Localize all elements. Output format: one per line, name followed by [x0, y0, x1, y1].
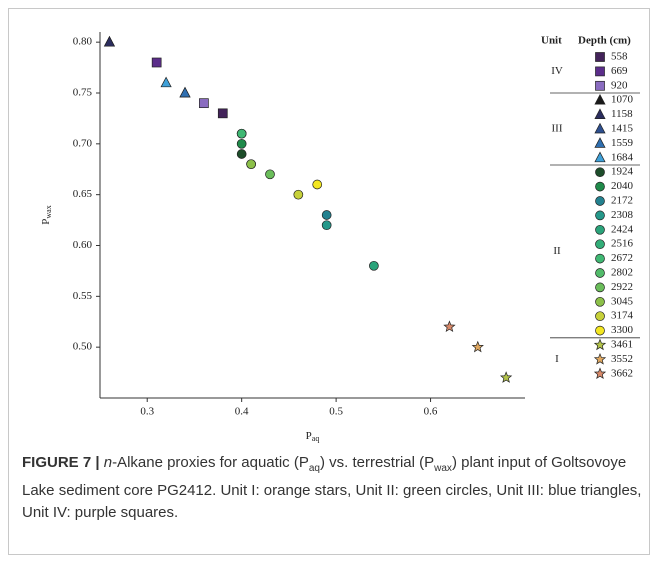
caption-part: aq: [308, 463, 320, 474]
legend-label: 2424: [611, 223, 634, 235]
x-tick-label: 0.4: [235, 406, 249, 418]
legend-marker: [595, 66, 605, 77]
data-point: [265, 169, 275, 180]
data-point: [236, 149, 247, 159]
legend-marker: [595, 325, 605, 336]
x-tick-label: 0.3: [140, 406, 154, 418]
y-tick-label: 0.55: [73, 290, 93, 302]
legend-marker: [595, 311, 605, 322]
legend-label: 558: [611, 51, 628, 63]
caption-part: -Alkane proxies for aquatic (P: [112, 454, 309, 471]
data-point: [369, 260, 379, 271]
data-point: [293, 189, 304, 200]
data-point: [499, 371, 513, 383]
data-point: [312, 179, 323, 190]
legend-marker: [595, 167, 605, 178]
legend-label: 2172: [611, 195, 633, 207]
data-point: [179, 86, 191, 98]
legend-marker: [593, 352, 607, 365]
legend-marker: [593, 367, 607, 380]
legend-label: 2672: [611, 252, 633, 264]
y-axis-label-text: P: [40, 219, 52, 225]
data-point: [321, 220, 332, 231]
data-point: [217, 108, 228, 119]
legend-marker: [595, 253, 605, 264]
legend-label: 2516: [611, 238, 634, 250]
legend-marker: [594, 108, 606, 119]
legend-label: 1559: [611, 137, 634, 149]
caption: FIGURE 7 | n-Alkane proxies for aquatic …: [22, 452, 644, 524]
legend-marker: [595, 282, 605, 293]
legend-label: 2308: [611, 209, 634, 221]
caption-part: ) plant input of Goltsovoye Lake sedimen…: [22, 454, 642, 521]
legend-label: 2922: [611, 281, 633, 293]
x-axis-label-subscript: aq: [312, 434, 320, 443]
legend-marker: [593, 338, 607, 351]
legend-label: 3045: [611, 295, 634, 307]
data-point: [103, 35, 116, 47]
legend-unit: III: [552, 123, 563, 135]
data-point: [246, 159, 256, 170]
legend-marker: [595, 224, 605, 235]
legend-label: 3174: [611, 310, 634, 322]
legend-label: 3662: [611, 367, 633, 379]
x-tick-label: 0.5: [329, 406, 343, 418]
legend-marker: [595, 239, 605, 250]
x-axis-label-text: P: [306, 430, 312, 442]
legend-marker: [595, 296, 605, 307]
caption-part: ) vs. terrestrial (P: [319, 454, 435, 471]
legend-label: 3461: [611, 339, 633, 351]
data-point: [321, 210, 332, 220]
legend-marker: [595, 196, 605, 206]
y-tick-label: 0.65: [73, 188, 93, 200]
legend-label: 1924: [611, 166, 634, 178]
y-tick-label: 0.60: [73, 239, 93, 251]
legend-unit-header: Unit: [541, 35, 562, 47]
data-point: [199, 98, 209, 109]
caption-part: wax: [434, 463, 452, 474]
y-tick-label: 0.75: [73, 87, 93, 99]
legend-marker: [595, 52, 605, 62]
legend-marker: [595, 80, 605, 91]
legend-label: 3300: [611, 324, 634, 336]
legend-marker: [595, 181, 605, 192]
legend-marker: [595, 268, 605, 278]
legend-depth-header: Depth (cm): [578, 35, 631, 47]
data-point: [236, 138, 247, 149]
legend-marker: [594, 93, 606, 105]
data-point: [151, 57, 162, 68]
legend-label: 1070: [611, 94, 634, 106]
x-axis-label: Paq: [306, 430, 320, 443]
data-point: [443, 320, 456, 333]
legend-marker: [595, 210, 605, 221]
legend-label: 2040: [611, 180, 634, 192]
y-tick-label: 0.50: [73, 341, 93, 353]
x-tick-label: 0.6: [424, 406, 438, 418]
data-point: [160, 76, 172, 88]
legend-label: 669: [611, 65, 628, 77]
legend-unit: I: [555, 353, 559, 365]
y-tick-label: 0.70: [73, 137, 93, 149]
chart: 0.3 0.4 0.5 0.6 0.50 0.55 0.60 0.65 0.70 0.75 0.80…: [40, 32, 640, 443]
legend-marker: [594, 122, 606, 134]
legend-label: 920: [611, 79, 628, 91]
legend-unit: IV: [551, 65, 563, 77]
y-tick-label: 0.80: [73, 36, 93, 48]
data-point: [471, 340, 484, 353]
caption-part: FIGURE 7 |: [22, 454, 104, 471]
caption-part: n: [103, 454, 113, 471]
y-axis-label-subscript: wax: [44, 205, 53, 218]
legend-marker: [594, 137, 606, 148]
legend-label: 3552: [611, 353, 633, 365]
data-point: [236, 128, 247, 139]
legend-label: 1684: [611, 151, 634, 163]
legend-label: 1415: [611, 123, 634, 135]
y-axis-label: Pwax: [40, 205, 53, 224]
legend-label: 1158: [611, 108, 633, 120]
figure-frame: [8, 8, 650, 555]
legend-marker: [594, 151, 606, 163]
legend-unit: II: [553, 245, 561, 257]
legend-label: 2802: [611, 267, 633, 279]
